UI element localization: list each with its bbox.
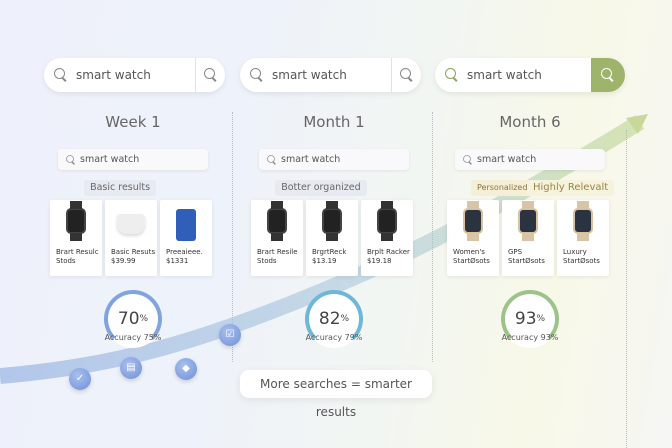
result-tag: Basic results [84, 180, 157, 196]
search-icon [445, 68, 459, 82]
product-card[interactable]: Women's StartØsots [447, 200, 499, 276]
search-icon [267, 154, 277, 165]
product-card[interactable]: Preeaieee. $1331 [160, 200, 212, 276]
search-bar[interactable]: smart watch [435, 58, 625, 92]
search-input[interactable]: smart watch [272, 68, 347, 82]
accuracy-gauge: 70% [104, 290, 162, 348]
product-name: Preeaieee. [166, 248, 203, 256]
product-price: $19.18 [367, 257, 392, 265]
score-value: 70 [117, 309, 140, 329]
product-price: $39.99 [111, 257, 136, 265]
product-card[interactable]: Basic Resuts $39.99 [105, 200, 157, 276]
product-price: StartØsots [453, 257, 490, 265]
search-input[interactable]: smart watch [76, 68, 151, 82]
search-icon [601, 68, 615, 82]
search-button[interactable] [195, 58, 225, 92]
accuracy-label: Accuracy 93% [501, 333, 559, 342]
product-name: Brart Resulc [56, 248, 99, 256]
score-unit: % [340, 314, 350, 324]
search-icon [250, 68, 264, 82]
mini-search-bar[interactable]: smart watch [58, 149, 208, 170]
result-tag: Highly Relevalt [527, 180, 615, 196]
product-name: Brart Resile [257, 248, 298, 256]
watch-image [267, 201, 287, 241]
divider [232, 112, 233, 362]
accuracy-gauge: 82% [305, 290, 363, 348]
divider [626, 130, 627, 448]
product-card[interactable]: Brart Resile Stods [251, 200, 303, 276]
product-card[interactable]: Brplt Racker $19.18 [361, 200, 413, 276]
product-price: $1331 [166, 257, 189, 265]
mini-search-text: smart watch [281, 154, 341, 165]
accuracy-label: Accuracy 79% [305, 333, 363, 342]
product-price: $13.19 [312, 257, 337, 265]
watch-image [66, 201, 86, 241]
cart-icon: ▤ [120, 357, 142, 379]
suitcase-image [176, 209, 196, 241]
stage-title: Week 1 [105, 113, 161, 131]
search-icon [399, 68, 414, 82]
score-unit: % [139, 314, 149, 324]
score-value: 93 [514, 309, 537, 329]
result-tag: Botter organized [275, 180, 367, 196]
search-icon [203, 68, 218, 82]
product-name: GPS [508, 248, 523, 256]
mini-search-text: smart watch [477, 154, 537, 165]
product-name: Women's [453, 248, 485, 256]
product-price: StartØsots [508, 257, 545, 265]
product-price: StartØsots [563, 257, 600, 265]
score-value: 82 [318, 309, 341, 329]
score-unit: % [536, 314, 546, 324]
search-bar[interactable]: smart watch [44, 58, 225, 92]
diamond-icon: ◆ [175, 358, 197, 380]
product-price: Stods [56, 257, 76, 265]
watch-image [463, 201, 483, 241]
search-button[interactable] [391, 58, 421, 92]
product-card[interactable]: Luxury StartØsots [557, 200, 609, 276]
earbuds-image [117, 214, 145, 234]
search-button[interactable] [591, 58, 625, 92]
product-card[interactable]: GPS StartØsots [502, 200, 554, 276]
journey-node-icon: ✓ [69, 368, 91, 390]
divider [432, 112, 433, 362]
watch-image [518, 201, 538, 241]
search-icon [54, 68, 68, 82]
product-name: Luxury [563, 248, 587, 256]
stage-title: Month 6 [499, 113, 561, 131]
watch-image [377, 201, 397, 241]
tagline: More searches = smarter results [240, 370, 432, 419]
search-input[interactable]: smart watch [467, 68, 542, 82]
product-name: BrgrtReck [312, 248, 347, 256]
product-card[interactable]: BrgrtReck $13.19 [306, 200, 358, 276]
search-bar[interactable]: smart watch [240, 58, 421, 92]
accuracy-label: Accuracy 75% [104, 333, 162, 342]
checklist-icon: ☑ [219, 324, 241, 346]
watch-image [322, 201, 342, 241]
stage-title: Month 1 [303, 113, 365, 131]
product-price: Stods [257, 257, 277, 265]
mini-search-text: smart watch [80, 154, 140, 165]
mini-search-bar[interactable]: smart watch [455, 149, 605, 170]
product-card[interactable]: Brart Resulc Stods [50, 200, 102, 276]
product-name: Basic Resuts [111, 248, 156, 256]
accuracy-gauge: 93% [501, 290, 559, 348]
product-name: Brplt Racker [367, 248, 410, 256]
result-tag: Personalized [471, 180, 534, 196]
watch-image [573, 201, 593, 241]
search-icon [463, 154, 473, 165]
mini-search-bar[interactable]: smart watch [259, 149, 409, 170]
search-icon [66, 154, 76, 165]
